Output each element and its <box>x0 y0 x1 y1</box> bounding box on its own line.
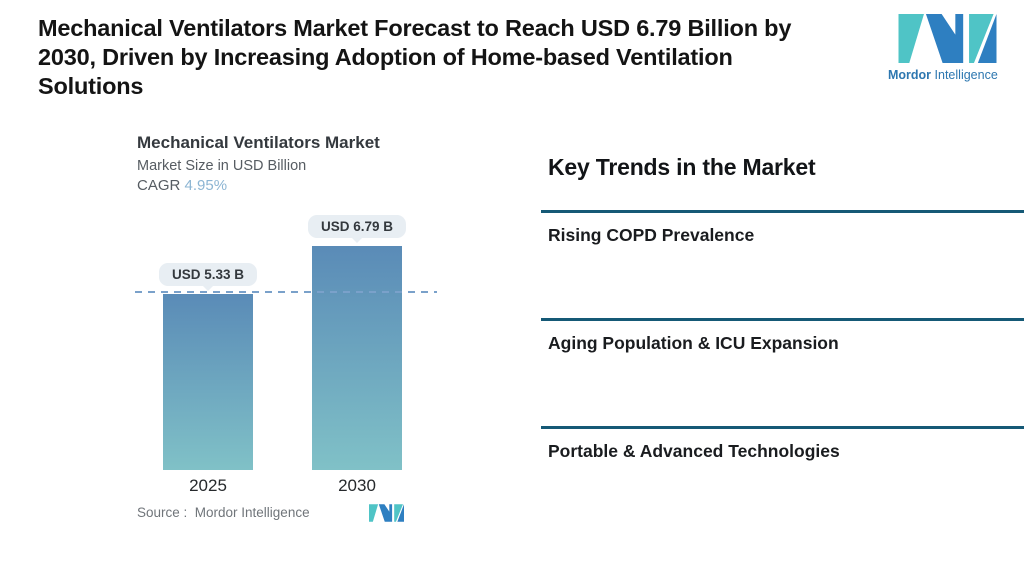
brand-logo: Mordor Intelligence <box>888 14 1018 82</box>
mordor-logo-mini-icon <box>369 504 404 522</box>
page-title-line: Mechanical Ventilators Market Forecast t… <box>38 15 792 41</box>
page-title: Mechanical Ventilators Market Forecast t… <box>38 14 791 101</box>
brand-name: Mordor Intelligence <box>888 68 1018 82</box>
key-trends-panel: Key Trends in the Market Rising COPD Pre… <box>541 140 1024 462</box>
chart-title: Mechanical Ventilators Market <box>137 133 380 152</box>
mordor-logo-icon <box>898 14 997 63</box>
brand-name-bold: Mordor <box>888 68 932 82</box>
bar-2030 <box>312 246 402 470</box>
trend-label: Rising COPD Prevalence <box>548 225 755 245</box>
cagr-value: 4.95% <box>184 177 228 194</box>
trends-heading: Key Trends in the Market <box>548 154 816 180</box>
chart-subtitle: Market Size in USD Billion <box>137 158 307 174</box>
page-title-line: 2030, Driven by Increasing Adoption of H… <box>38 44 733 70</box>
cagr-label: CAGR <box>137 177 181 194</box>
chart-header: Mechanical Ventilators Market Market Siz… <box>137 132 380 196</box>
trend-label: Portable & Advanced Technologies <box>548 441 840 461</box>
trend-item: Aging Population & ICU Expansion <box>541 318 1024 426</box>
brand-name-regular: Intelligence <box>931 68 998 82</box>
source-text: Source : Mordor Intelligence <box>137 505 310 520</box>
cagr-row: CAGR 4.95% <box>137 176 380 196</box>
reference-dashed-line <box>135 291 437 293</box>
bar-2025 <box>163 294 253 470</box>
x-tick-label: 2030 <box>338 476 376 495</box>
trend-item: Rising COPD Prevalence <box>541 210 1024 318</box>
plot-area: USD 5.33 B 2025 USD 6.79 B 2030 <box>135 210 437 495</box>
page-title-line: Solutions <box>38 73 144 99</box>
x-tick-label: 2025 <box>189 476 227 495</box>
value-label: USD 5.33 B <box>158 263 258 286</box>
value-label: USD 6.79 B <box>307 215 407 238</box>
trend-item: Portable & Advanced Technologies <box>541 426 1024 462</box>
trend-label: Aging Population & ICU Expansion <box>548 333 839 353</box>
